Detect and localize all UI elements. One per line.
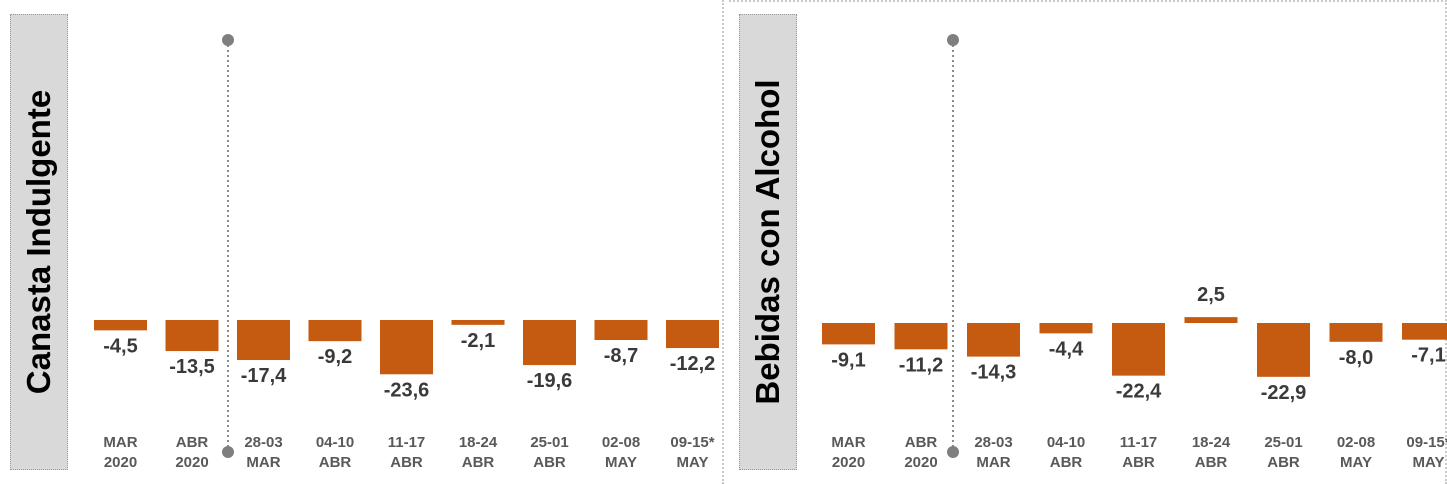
x-tick-label: ABR: [1267, 454, 1300, 471]
x-tick-label: MAR: [831, 434, 865, 451]
x-tick-label: 04-10: [1047, 434, 1085, 451]
data-label: -8,7: [604, 345, 638, 367]
bar-chart: -4,5 MAR 2020 -13,5 ABR 2020 -17,4 28-03 MAR -9,2…: [94, 34, 719, 471]
x-tick-label: 02-08: [1337, 434, 1375, 451]
divider-top-dot: [947, 34, 959, 46]
category-label-box: Bebidas con Alcohol: [739, 14, 797, 470]
x-tick-label: ABR: [1050, 454, 1083, 471]
data-label: -23,6: [384, 379, 430, 401]
x-tick-label: ABR: [1195, 454, 1228, 471]
data-label: -4,4: [1049, 338, 1084, 360]
panel-border: [729, 0, 1447, 484]
category-label-box: Canasta Indulgente: [10, 14, 68, 470]
bar: [594, 320, 648, 341]
data-label: -13,5: [169, 356, 215, 378]
data-label: -22,4: [1116, 381, 1162, 403]
x-tick-label: 25-01: [1264, 434, 1302, 451]
x-tick-label: 11-17: [388, 434, 426, 451]
chart-panel-bebidas-con-alcohol: Bebidas con Alcohol -9,1 MAR 2020 -11,2 ABR 2…: [729, 0, 1447, 484]
x-tick-label: 02-08: [602, 434, 640, 451]
data-label: -19,6: [527, 370, 573, 392]
x-tick-label: 25-01: [530, 434, 568, 451]
panel-border: [722, 0, 724, 484]
x-tick-label: 09-15*: [670, 434, 714, 451]
x-tick-label: MAR: [246, 454, 280, 471]
x-tick-label: ABR: [176, 434, 209, 451]
x-tick-label: ABR: [905, 434, 938, 451]
x-tick-label: MAY: [1340, 454, 1372, 471]
x-tick-label: ABR: [533, 454, 566, 471]
bar: [308, 320, 362, 342]
data-label: -17,4: [241, 365, 287, 387]
data-label: -12,2: [670, 353, 716, 375]
x-tick-label: ABR: [319, 454, 352, 471]
data-label: -11,2: [899, 354, 943, 376]
bar: [1112, 323, 1165, 376]
x-tick-label: MAY: [605, 454, 637, 471]
x-tick-label: ABR: [390, 454, 423, 471]
data-label: -9,1: [831, 349, 865, 371]
x-tick-label: MAY: [1413, 454, 1445, 471]
bar: [1184, 317, 1238, 323]
chart-panel-canasta-indulgente: Canasta Indulgente -4,5 MAR 2020 -13,5 ABR 20…: [10, 0, 724, 484]
bar: [165, 320, 219, 352]
bar: [822, 323, 875, 345]
x-tick-label: 2020: [104, 454, 137, 471]
bar: [666, 320, 719, 349]
x-tick-label: 2020: [175, 454, 208, 471]
data-label: -2,1: [461, 330, 495, 352]
x-tick-label: 18-24: [1192, 434, 1231, 451]
x-tick-label: 04-10: [316, 434, 354, 451]
bar-chart: -9,1 MAR 2020 -11,2 ABR 2020 -14,3 28-03 MAR -4,4…: [822, 34, 1447, 471]
x-tick-label: MAR: [976, 454, 1010, 471]
x-tick-label: 09-15*: [1406, 434, 1447, 451]
divider-top-dot: [222, 34, 234, 46]
x-tick-label: 2020: [904, 454, 937, 471]
bar: [380, 320, 433, 375]
bar: [1329, 323, 1383, 342]
bar: [237, 320, 290, 361]
x-tick-label: 18-24: [459, 434, 498, 451]
bar: [894, 323, 948, 350]
bar: [1402, 323, 1447, 340]
x-tick-label: ABR: [462, 454, 495, 471]
bar: [1257, 323, 1310, 377]
divider-bottom-dot: [947, 446, 959, 458]
data-label: -9,2: [318, 346, 352, 368]
bar: [523, 320, 576, 366]
bar: [1039, 323, 1093, 334]
bar: [94, 320, 147, 331]
x-tick-label: 11-17: [1120, 434, 1158, 451]
x-tick-label: 28-03: [974, 434, 1012, 451]
x-tick-label: 28-03: [244, 434, 282, 451]
bar: [967, 323, 1020, 357]
bar: [451, 320, 505, 325]
data-label: -22,9: [1261, 382, 1307, 404]
x-tick-label: MAY: [677, 454, 709, 471]
divider-bottom-dot: [222, 446, 234, 458]
data-label: -7,1: [1411, 345, 1445, 367]
data-label: 2,5: [1197, 284, 1225, 306]
data-label: -14,3: [971, 362, 1017, 384]
x-tick-label: ABR: [1122, 454, 1155, 471]
x-tick-label: 2020: [832, 454, 865, 471]
x-tick-label: MAR: [103, 434, 137, 451]
data-label: -4,5: [103, 335, 137, 357]
data-label: -8,0: [1339, 347, 1373, 369]
